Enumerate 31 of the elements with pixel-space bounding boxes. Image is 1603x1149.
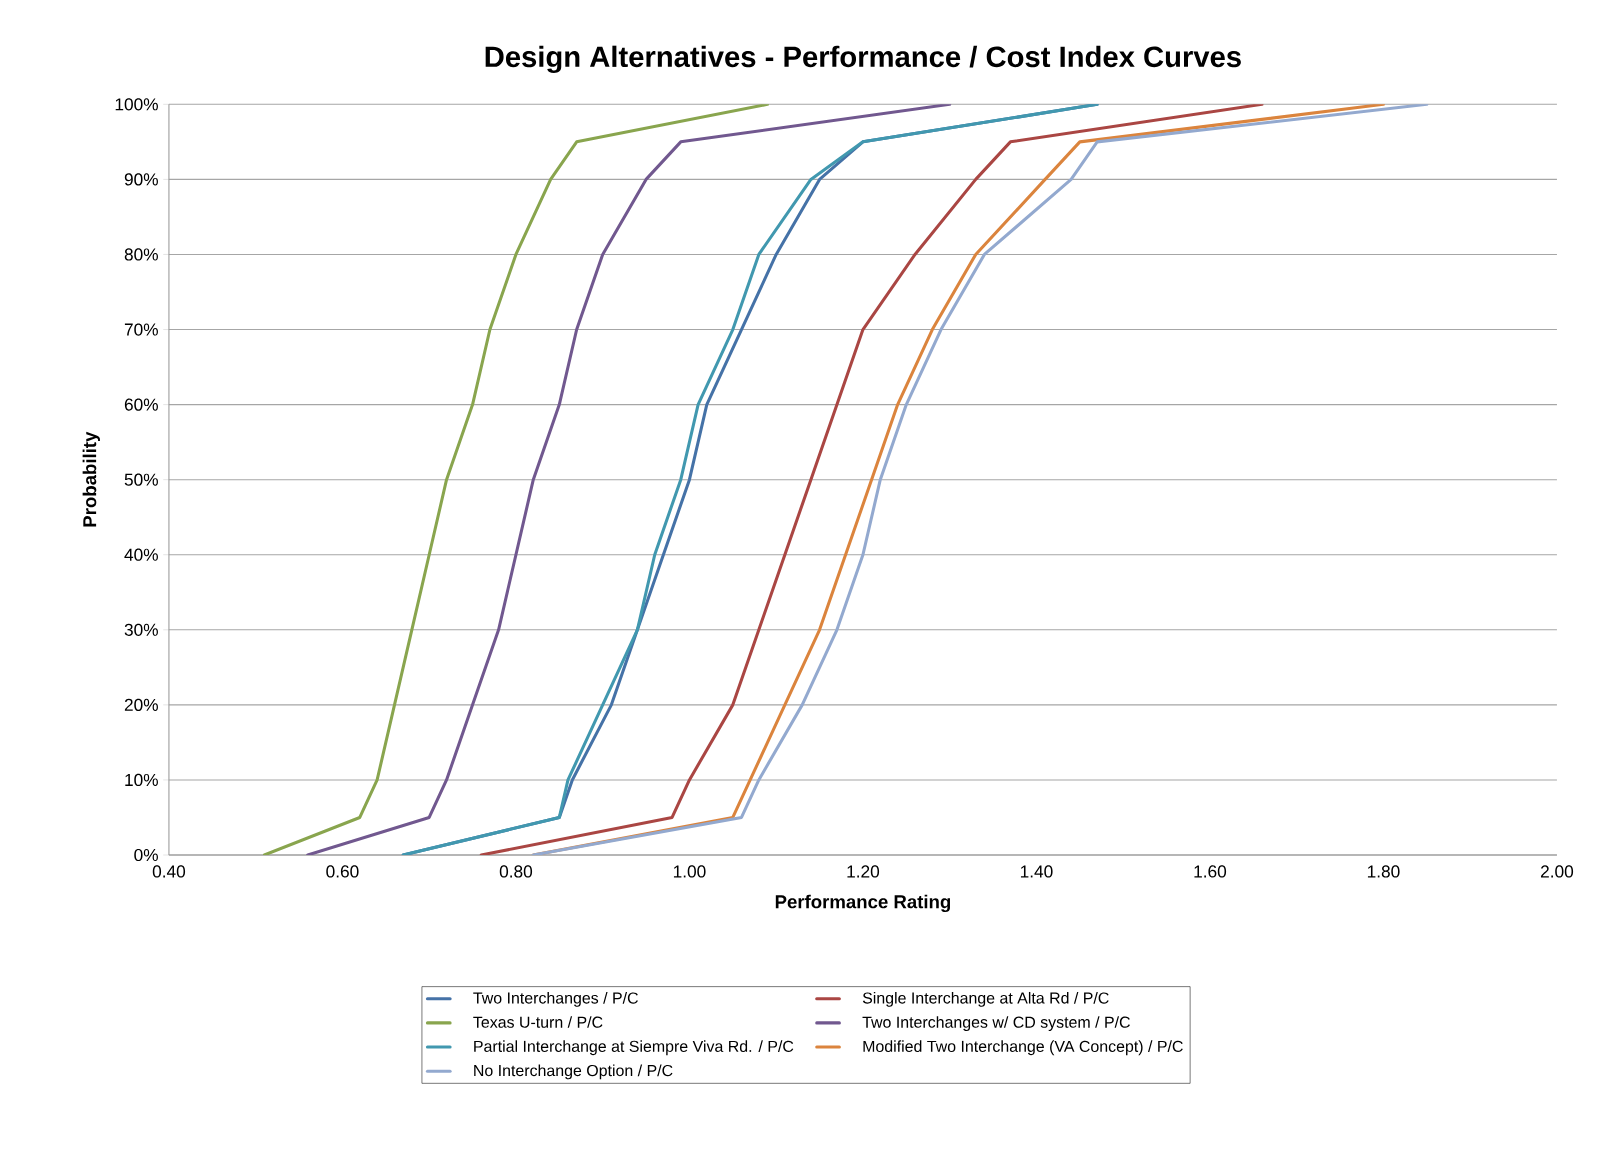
x-tick-label: 0.40 <box>152 865 186 878</box>
x-tick-label: 1.60 <box>1194 865 1227 878</box>
y-tick-label: 20% <box>124 698 158 711</box>
x-tick-label: 1.00 <box>673 865 706 878</box>
chart-title: Design Alternatives - Performance / Cost Index Curves <box>485 45 1241 74</box>
legend-label: Partial Interchange at Siempre Viva Rd. / P/C <box>474 1040 794 1056</box>
y-tick-label: 70% <box>124 323 158 336</box>
x-tick-label: 1.40 <box>1020 865 1053 878</box>
x-tick-label: 1.80 <box>1367 865 1400 878</box>
y-tick-label: 50% <box>124 473 158 486</box>
x-tick-label: 0.60 <box>326 865 359 878</box>
y-tick-label: 10% <box>125 773 158 787</box>
line-series <box>306 104 952 855</box>
legend-label: Modified Two Interchange (VA Concept) / P/C <box>863 1040 1183 1056</box>
legend-label: Single Interchange at Alta Rd / P/C <box>862 991 1109 1007</box>
y-axis-title: Probability <box>82 431 100 527</box>
legend-label: Two Interchanges / P/C <box>473 991 638 1007</box>
y-tick-label: 80% <box>124 248 158 261</box>
legend-label: Texas U-turn / P/C <box>473 1016 603 1028</box>
x-tick-label: 0.80 <box>499 865 533 878</box>
y-tick-label: 30% <box>124 623 158 636</box>
y-tick-label: 0% <box>134 848 158 862</box>
y-tick-label: 90% <box>124 173 158 186</box>
x-axis-title: Performance Rating <box>775 894 951 913</box>
legend-label: No Interchange Option / P/C <box>474 1064 673 1080</box>
y-tick-label: 100% <box>115 98 158 111</box>
x-tick-label: 2.00 <box>1541 865 1574 878</box>
legend-label: Two Interchanges w/ CD system / P/C <box>862 1016 1130 1031</box>
x-tick-label: 1.20 <box>847 865 880 878</box>
y-tick-label: 60% <box>124 398 158 411</box>
y-tick-label: 40% <box>124 548 158 561</box>
